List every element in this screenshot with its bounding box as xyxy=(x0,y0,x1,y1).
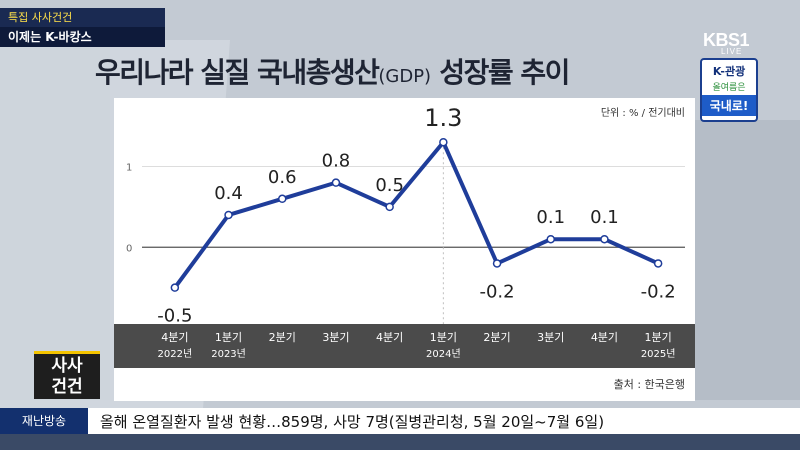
x-tick-year: 2023년 xyxy=(211,348,246,360)
ticker-label: 재난방송 xyxy=(0,408,88,434)
live-label: LIVE xyxy=(721,47,743,56)
x-tick-label: 1분기 xyxy=(430,331,457,344)
x-tick-label: 2분기 xyxy=(483,331,510,344)
data-label: -0.2 xyxy=(641,281,676,302)
data-label: 0.4 xyxy=(214,183,243,204)
chart-card: 1 0 -0.5 4분기 2022년 0.4 1분기 2023년 0.6 2분기 0.8 3분기 0.5… xyxy=(114,98,695,401)
program-name: 특집 사사건건 xyxy=(0,8,165,27)
campaign-badge: K-관광 올여름은 국내로! xyxy=(700,58,758,122)
x-tick-label: 4분기 xyxy=(161,331,188,344)
kbs1-logo: KBS1 LIVE xyxy=(703,30,750,56)
segment-title: 이제는 K-바캉스 xyxy=(0,27,165,47)
program-corner-caption: 특집 사사건건 이제는 K-바캉스 xyxy=(0,8,165,47)
channel-name: KBS1 xyxy=(703,30,750,50)
data-point xyxy=(600,234,609,244)
data-label: 0.8 xyxy=(322,151,351,172)
chart-title: 우리나라 실질 국내총생산(GDP) 성장률 추이 xyxy=(95,50,695,96)
x-tick-year: 2024년 xyxy=(426,348,461,360)
data-label: 0.5 xyxy=(375,175,404,196)
data-label: 1.3 xyxy=(424,104,462,132)
data-label: -0.5 xyxy=(157,306,192,327)
series-line xyxy=(173,140,659,289)
data-point xyxy=(170,283,180,292)
data-point xyxy=(439,137,448,147)
y-tick-label: 1 xyxy=(126,162,132,173)
show-tag-line-2: 건건 xyxy=(51,377,83,397)
badge-line-3: 국내로! xyxy=(702,95,756,116)
data-label: 0.1 xyxy=(536,207,565,228)
badge-line-1: K-관광 xyxy=(712,65,746,78)
x-tick-year: 2022년 xyxy=(158,348,193,360)
source-note: 출처 : 한국은행 xyxy=(613,378,685,391)
x-tick-year: 2025년 xyxy=(641,348,676,360)
badge-line-2: 올여름은 xyxy=(712,83,746,93)
data-label: 0.6 xyxy=(268,167,297,188)
data-point xyxy=(331,178,341,187)
x-tick-label: 1분기 xyxy=(645,331,672,344)
data-point xyxy=(546,234,555,244)
x-tick-label: 3분기 xyxy=(537,331,564,344)
data-point xyxy=(224,210,233,220)
data-label: -0.2 xyxy=(479,281,514,302)
title-tail: 성장률 추이 xyxy=(431,56,570,89)
x-tick-label: 2분기 xyxy=(269,331,296,344)
data-point xyxy=(278,194,287,204)
title-main: 우리나라 실질 국내총생산 xyxy=(95,56,380,89)
data-point xyxy=(653,259,663,268)
x-tick-label: 4분기 xyxy=(591,331,618,344)
x-axis-band xyxy=(114,324,695,368)
show-tag: 사사 건건 xyxy=(34,351,100,399)
y-tick-label: 0 xyxy=(126,243,132,254)
show-tag-line-1: 사사 xyxy=(51,356,83,376)
data-point xyxy=(385,202,394,212)
ticker-text: 올해 온열질환자 발생 현황…859명, 사망 7명(질병관리청, 5월 20일… xyxy=(100,412,605,431)
title-gdp: (GDP) xyxy=(378,66,432,87)
data-point xyxy=(492,259,502,268)
data-label: 0.1 xyxy=(590,207,619,228)
x-tick-label: 4분기 xyxy=(376,331,403,344)
x-tick-label: 1분기 xyxy=(215,331,242,344)
x-tick-label: 3분기 xyxy=(322,331,349,344)
news-ticker: 재난방송 올해 온열질환자 발생 현황…859명, 사망 7명(질병관리청, 5… xyxy=(0,408,800,434)
bottom-bar xyxy=(0,434,800,450)
unit-note: 단위 : % / 전기대비 xyxy=(600,108,685,119)
gdp-line-chart: 1 0 -0.5 4분기 2022년 0.4 1분기 2023년 0.6 2분기 0.8 3분기 0.5… xyxy=(114,104,695,368)
